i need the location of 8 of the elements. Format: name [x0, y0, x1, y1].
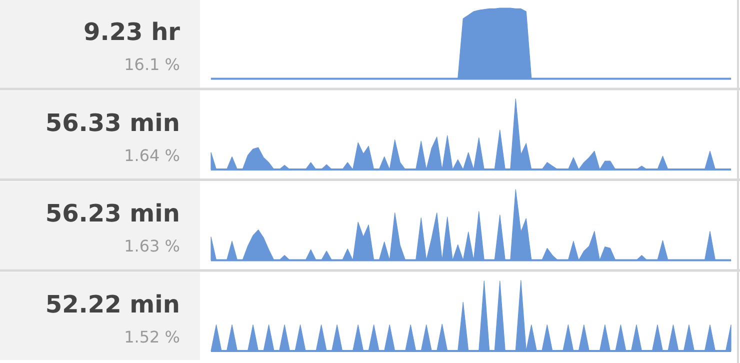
chart-title: 52.22 min	[45, 290, 180, 318]
text: 1.63 %	[124, 236, 180, 256]
chart-title: 9.23 hr	[84, 18, 180, 46]
text: 1.52 %	[124, 327, 180, 346]
text: 1.64 %	[124, 146, 180, 165]
text: 16.1 %	[124, 55, 180, 74]
chart-title: 56.33 min	[45, 108, 180, 137]
chart-title: 56.23 min	[45, 200, 180, 228]
